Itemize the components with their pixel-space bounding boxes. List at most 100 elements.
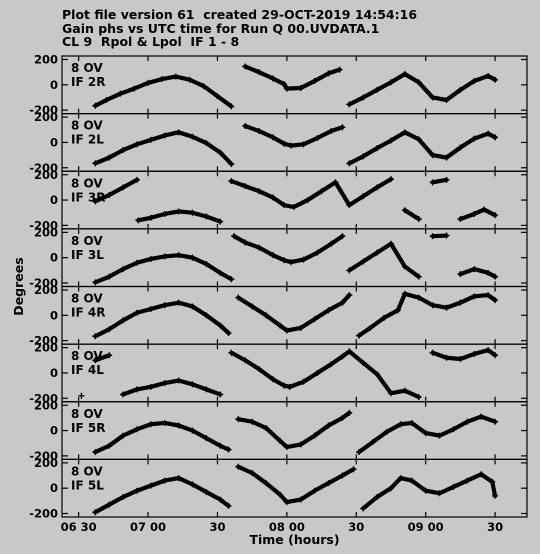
phase-trace-segment bbox=[388, 475, 403, 491]
phase-point bbox=[120, 494, 127, 501]
phase-trace-segment bbox=[107, 494, 126, 507]
phase-trace-segment bbox=[232, 234, 248, 245]
phase-trace-segment bbox=[201, 83, 220, 99]
phase-point bbox=[217, 442, 224, 449]
phase-trace-segment bbox=[479, 472, 495, 484]
phase-point bbox=[350, 466, 357, 473]
phase-trace-segment bbox=[134, 422, 153, 432]
phase-point bbox=[429, 179, 436, 186]
phase-trace-segment bbox=[236, 295, 255, 309]
phase-point bbox=[161, 210, 168, 217]
phase-trace-segment bbox=[257, 245, 276, 258]
phase-point bbox=[133, 386, 140, 393]
phase-point bbox=[242, 63, 249, 70]
phase-point bbox=[147, 136, 154, 143]
phase-point bbox=[200, 83, 207, 90]
phase-point bbox=[283, 85, 290, 92]
phase-trace-segment bbox=[361, 87, 380, 100]
phase-trace-segment bbox=[190, 482, 209, 495]
phase-trace-segment bbox=[402, 130, 421, 142]
phase-point bbox=[422, 487, 429, 494]
phase-point bbox=[387, 137, 394, 144]
phase-point bbox=[256, 244, 263, 251]
phase-trace-segment bbox=[356, 325, 373, 338]
phase-point bbox=[300, 378, 307, 385]
phase-point bbox=[175, 208, 182, 215]
phase-trace-segment bbox=[204, 261, 223, 275]
x-tick-label: 30 bbox=[209, 520, 225, 534]
phase-point bbox=[135, 217, 142, 224]
phase-point bbox=[339, 414, 346, 421]
x-tick-label: 30 bbox=[348, 520, 364, 534]
y-tick-label: 0 bbox=[50, 78, 58, 92]
phase-trace-segment bbox=[451, 419, 470, 432]
phase-point bbox=[401, 263, 408, 270]
phase-trace-segment bbox=[104, 91, 123, 103]
phase-point bbox=[492, 212, 499, 219]
phase-point bbox=[106, 326, 113, 333]
phase-trace-segment bbox=[347, 95, 366, 107]
phase-trace-segment bbox=[312, 423, 331, 438]
phase-point bbox=[256, 69, 263, 76]
phase-trace-segment bbox=[312, 71, 331, 84]
phase-trace-segment bbox=[301, 135, 320, 147]
phase-point bbox=[203, 140, 210, 147]
panel-frame bbox=[61, 113, 528, 172]
phase-point bbox=[471, 135, 478, 142]
x-tick-label: 07 00 bbox=[130, 520, 166, 534]
phase-trace-segment bbox=[315, 361, 334, 376]
phase-trace-segment bbox=[340, 292, 352, 305]
phase-trace-segment bbox=[444, 300, 463, 310]
phase-point bbox=[78, 392, 85, 399]
phase-point bbox=[401, 71, 408, 78]
phase-point bbox=[443, 304, 450, 311]
y-tick-label: 0 bbox=[50, 193, 58, 207]
phase-point bbox=[92, 449, 99, 456]
panel-if-label: IF 3L bbox=[71, 248, 104, 262]
phase-point bbox=[106, 442, 113, 449]
phase-point bbox=[147, 383, 154, 390]
x-tick-label: 09 00 bbox=[408, 520, 444, 534]
x-tick-label: 06 30 bbox=[61, 520, 97, 534]
phase-point bbox=[360, 94, 367, 101]
phase-trace-segment bbox=[250, 470, 269, 486]
phase-trace-segment bbox=[451, 478, 470, 490]
phase-point bbox=[300, 256, 307, 263]
phase-point bbox=[283, 327, 290, 334]
phase-trace-segment bbox=[93, 274, 112, 285]
phase-point bbox=[106, 352, 113, 359]
phase-trace-segment bbox=[176, 423, 195, 433]
phase-trace-segment bbox=[287, 379, 306, 389]
phase-point bbox=[228, 349, 235, 356]
phase-point bbox=[161, 253, 168, 260]
phase-point bbox=[408, 477, 415, 484]
phase-point bbox=[249, 303, 256, 310]
x-tick-label: 30 bbox=[487, 520, 503, 534]
phase-point bbox=[325, 307, 332, 314]
phase-trace-segment bbox=[301, 250, 320, 262]
phase-point bbox=[408, 419, 415, 426]
phase-trace-segment bbox=[437, 427, 456, 438]
phase-point bbox=[172, 73, 179, 80]
phase-point bbox=[106, 192, 113, 198]
phase-point bbox=[360, 258, 367, 265]
phase-point bbox=[360, 505, 367, 512]
phase-point bbox=[346, 409, 353, 416]
phase-point bbox=[297, 84, 304, 91]
y-tick-label: 0 bbox=[50, 481, 58, 495]
y-axis-label: Degrees bbox=[11, 257, 26, 315]
phase-point bbox=[464, 418, 471, 425]
phase-point bbox=[133, 309, 140, 316]
phase-point bbox=[147, 255, 154, 262]
phase-trace-segment bbox=[120, 387, 140, 397]
phase-point bbox=[120, 184, 127, 191]
phase-trace-segment bbox=[416, 137, 435, 158]
phase-point bbox=[92, 198, 99, 205]
phase-point bbox=[429, 152, 436, 159]
y-tick-label: -200 bbox=[29, 507, 58, 521]
phase-point bbox=[217, 269, 224, 276]
phase-point bbox=[225, 502, 232, 509]
